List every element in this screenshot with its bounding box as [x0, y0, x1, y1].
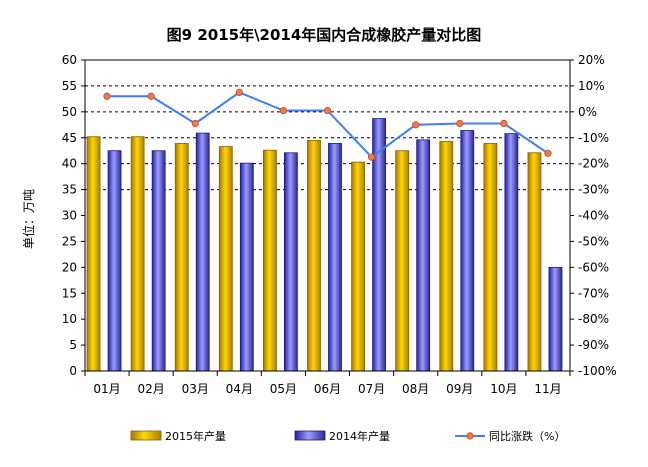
bar-series-group: [86, 118, 563, 372]
bar-2015: [527, 152, 542, 372]
x-tick-label: 09月: [446, 382, 473, 396]
bar-2014: [107, 150, 122, 372]
y-tick-label: 10: [62, 312, 77, 326]
y-axis-label: 单位：万吨: [21, 189, 36, 249]
yoy-change-point: [412, 121, 420, 129]
yoy-change-point: [500, 119, 508, 128]
bar-2015: [218, 146, 233, 372]
y-tick-label: 35: [62, 183, 77, 197]
bar-2014: [460, 130, 475, 372]
y2-tick-label: -30%: [578, 183, 609, 197]
y2-tick-label: 10%: [578, 79, 605, 93]
y-tick-label: 60: [62, 53, 77, 67]
bar-2014: [416, 139, 431, 372]
legend-swatch-2015: [130, 430, 162, 441]
bar-2014: [504, 133, 519, 372]
legend-label-2014: 2014年产量: [329, 429, 390, 443]
bar-2015: [483, 143, 498, 372]
x-tick-label: 08月: [402, 382, 429, 396]
legend-swatch-2014: [294, 430, 326, 441]
bar-2014: [151, 150, 166, 372]
y2-tick-label: -70%: [578, 286, 609, 300]
bar-2015: [395, 150, 410, 372]
legend: 2015年产量 2014年产量 同比涨跌（%）: [130, 429, 565, 443]
legend-label-2015: 2015年产量: [165, 429, 226, 443]
bar-2015: [351, 161, 365, 372]
x-tick-label: 03月: [182, 382, 209, 396]
yoy-change-point: [147, 92, 155, 100]
y2-tick-label: -90%: [578, 338, 609, 352]
x-tick-label: 06月: [314, 382, 341, 396]
y-tick-label: 40: [62, 157, 77, 171]
legend-swatch-yoy-marker: [466, 432, 474, 440]
bar-2014: [328, 143, 342, 372]
y2-tick-label: -50%: [578, 234, 609, 248]
bar-2014: [239, 162, 254, 372]
bar-2015: [130, 136, 145, 372]
yoy-change-point: [323, 106, 332, 115]
y-tick-label: 30: [62, 209, 77, 223]
x-tick-label: 04月: [226, 382, 253, 396]
bar-2015: [307, 139, 321, 372]
bar-2014: [548, 266, 563, 372]
y-tick-label: 25: [62, 234, 77, 248]
x-tick-label: 02月: [137, 382, 164, 396]
y2-tick-label: 0%: [578, 105, 597, 119]
yoy-change-point: [235, 88, 243, 96]
y2-tick-label: -20%: [578, 157, 609, 171]
bar-2015: [263, 149, 277, 372]
bar-2015: [86, 136, 101, 372]
x-tick-label: 01月: [93, 382, 120, 396]
yoy-change-point: [544, 149, 552, 157]
y-tick-label: 50: [62, 105, 77, 119]
line-series-group: [103, 88, 552, 161]
bar-2014: [195, 132, 210, 372]
y-tick-label: 55: [62, 79, 77, 93]
legend-label-yoy: 同比涨跌（%）: [489, 429, 565, 443]
bar-2015: [439, 140, 454, 372]
bar-2014: [284, 152, 298, 372]
yoy-change-point: [103, 92, 111, 100]
axes: 0 5 10 15 20 25 30 35 40 45 50 55 60 -100% -90% -80% -70…: [62, 53, 617, 396]
x-tick-label: 05月: [270, 382, 297, 396]
x-tick-label: 07月: [358, 382, 385, 396]
x-tick-label: 10月: [490, 382, 517, 396]
y2-tick-label: -40%: [578, 209, 609, 223]
yoy-change-point: [279, 106, 288, 115]
y2-tick-label: 20%: [578, 53, 605, 67]
y-tick-label: 5: [69, 338, 77, 352]
bar-2015: [174, 143, 189, 372]
y-tick-label: 20: [62, 260, 77, 274]
y2-tick-label: -10%: [578, 131, 609, 145]
x-tick-label: 11月: [534, 382, 561, 396]
y2-tick-label: -60%: [578, 260, 609, 274]
yoy-change-point: [367, 153, 376, 161]
yoy-change-line: [107, 91, 549, 159]
yoy-change-point: [456, 119, 464, 128]
y2-tick-label: -80%: [578, 312, 609, 326]
y-tick-label: 15: [62, 286, 77, 300]
chart-title: 图9 2015年\2014年国内合成橡胶产量对比图: [167, 26, 482, 44]
yoy-change-point: [191, 119, 199, 128]
y-tick-label: 45: [62, 131, 77, 145]
y-tick-label: 0: [69, 364, 77, 378]
y2-tick-label: -100%: [578, 364, 617, 378]
